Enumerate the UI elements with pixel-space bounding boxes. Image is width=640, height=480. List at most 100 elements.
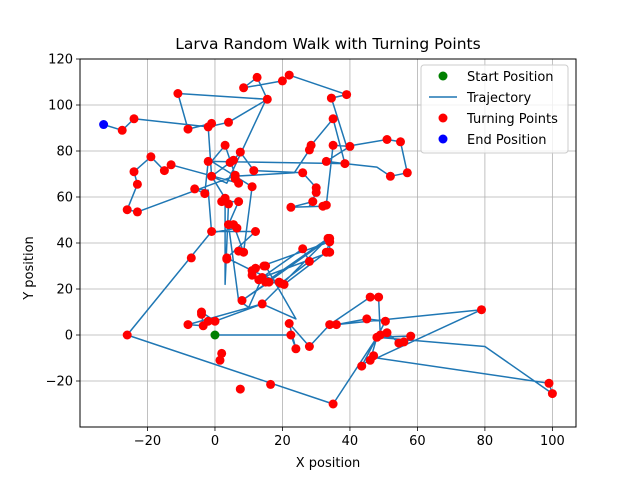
turning-point: [328, 140, 338, 150]
turning-point: [220, 193, 230, 203]
x-axis-label: X position: [296, 456, 361, 471]
turning-point: [215, 355, 225, 365]
turning-point: [200, 189, 210, 199]
turning-point: [129, 167, 139, 177]
turning-points-layer: [117, 70, 557, 409]
turning-point: [328, 399, 338, 409]
turning-point: [217, 348, 227, 358]
turning-point: [286, 202, 296, 212]
turning-point: [132, 179, 142, 189]
turning-point: [340, 159, 350, 169]
x-tick-label: 60: [409, 434, 426, 449]
turning-point: [207, 171, 217, 181]
turning-point: [382, 135, 392, 144]
y-tick-label: −20: [46, 375, 73, 390]
turning-point: [342, 90, 352, 100]
turning-point: [328, 114, 338, 124]
turning-point: [369, 351, 379, 361]
turning-point: [247, 270, 257, 280]
turning-point: [365, 292, 375, 302]
turning-point: [286, 330, 296, 340]
turning-point: [374, 292, 384, 302]
turning-point: [222, 254, 232, 264]
turning-point: [357, 361, 367, 371]
turning-point: [235, 147, 245, 157]
axis-ticks: −20 0 20 40 60 80 100 −20 0 20 40 60 80 100 120: [46, 53, 565, 450]
turning-point: [166, 160, 176, 170]
x-tick-label: 0: [211, 434, 219, 449]
turning-point: [306, 140, 316, 150]
legend-turning-label: Turning Points: [466, 112, 558, 127]
x-tick-label: −20: [134, 434, 161, 449]
legend-end-label: End Position: [467, 133, 546, 148]
turning-point: [284, 319, 294, 328]
turning-point: [234, 197, 244, 207]
end-point: [99, 120, 109, 130]
turning-point: [304, 256, 314, 266]
turning-point: [129, 114, 139, 124]
turning-point: [325, 320, 335, 330]
turning-point: [259, 261, 269, 271]
turning-point: [247, 182, 257, 192]
turning-point: [210, 316, 220, 326]
y-axis-label: Y position: [22, 236, 37, 301]
legend-start-marker: [438, 71, 448, 81]
turning-point: [331, 320, 341, 330]
x-tick-label: 80: [477, 434, 494, 449]
legend-box: [420, 64, 569, 154]
turning-point: [321, 156, 331, 166]
turning-point: [277, 76, 287, 86]
turning-point: [291, 344, 301, 354]
turning-point: [146, 152, 156, 162]
turning-point: [239, 83, 249, 93]
turning-point: [257, 299, 267, 309]
turning-point: [186, 253, 196, 263]
turning-point: [544, 378, 554, 388]
turning-point: [224, 117, 233, 127]
turning-point: [122, 330, 132, 340]
x-tick-label: 20: [274, 434, 291, 449]
trajectory-layer: [103, 74, 554, 405]
turning-point: [385, 171, 395, 181]
turning-point: [406, 331, 416, 341]
turning-point: [325, 247, 335, 257]
turning-point: [122, 205, 132, 215]
turning-point: [207, 227, 217, 236]
trajectory-line: [103, 74, 554, 405]
turning-point: [274, 277, 284, 287]
turning-point: [326, 93, 336, 103]
turning-point: [252, 72, 262, 82]
chart-title: Larva Random Walk with Turning Points: [175, 35, 480, 53]
turning-point: [197, 309, 206, 319]
y-tick-label: 0: [65, 329, 73, 344]
turning-point: [382, 328, 392, 338]
turning-point: [203, 156, 213, 166]
turning-point: [380, 316, 390, 326]
y-tick-label: 80: [56, 145, 73, 160]
turning-point: [372, 332, 382, 342]
turning-point: [159, 166, 169, 176]
turning-point: [262, 94, 272, 104]
y-tick-label: 120: [48, 53, 73, 68]
turning-point: [321, 200, 331, 210]
turning-point: [284, 70, 294, 80]
legend-end-marker: [438, 134, 448, 144]
turning-point: [117, 125, 127, 135]
turning-point: [183, 320, 193, 330]
y-tick-label: 40: [56, 237, 73, 252]
y-tick-label: 60: [56, 191, 73, 206]
y-tick-label: 100: [48, 99, 73, 114]
turning-point: [249, 166, 259, 176]
x-tick-label: 40: [342, 434, 359, 449]
turning-point: [399, 337, 409, 347]
turning-point: [308, 197, 318, 207]
turning-point: [325, 233, 335, 243]
turning-point: [547, 389, 557, 399]
turning-point: [477, 305, 486, 315]
turning-point: [264, 277, 274, 287]
legend: Start Position Trajectory Turning Points…: [420, 64, 569, 154]
legend-turning-marker: [438, 113, 448, 123]
turning-point: [234, 178, 244, 188]
turning-point: [173, 89, 183, 98]
